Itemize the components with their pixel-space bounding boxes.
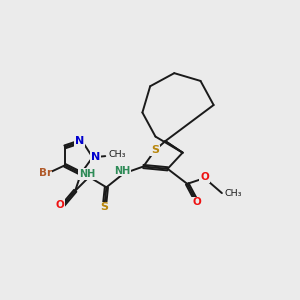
Text: Br: Br	[39, 168, 52, 178]
Text: O: O	[192, 197, 201, 207]
Text: O: O	[200, 172, 209, 182]
Text: N: N	[91, 152, 100, 162]
Text: N: N	[75, 136, 84, 146]
Text: S: S	[151, 145, 159, 155]
Text: CH₃: CH₃	[225, 189, 242, 198]
Text: O: O	[56, 200, 64, 210]
Text: NH: NH	[114, 166, 131, 176]
Text: S: S	[100, 202, 108, 212]
Text: NH: NH	[79, 169, 95, 179]
Text: CH₃: CH₃	[108, 151, 125, 160]
